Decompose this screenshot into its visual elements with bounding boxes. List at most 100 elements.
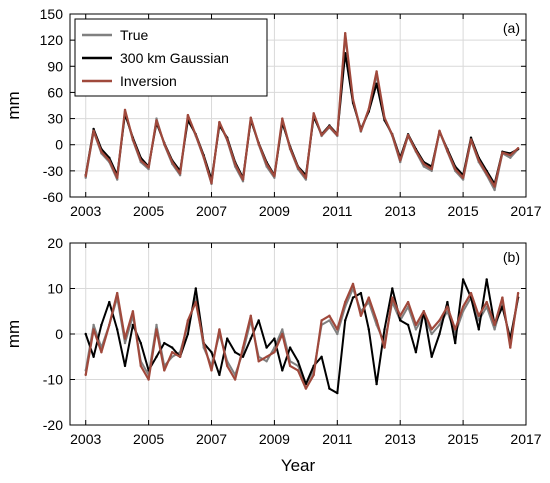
panel-a-data-point-inversion: [320, 133, 323, 137]
panel-a-x-tick-label: 2009: [259, 203, 290, 219]
panel-b-data-point-gaussian: [375, 382, 378, 386]
panel-a-x-tick-label: 2007: [196, 203, 227, 219]
panel-b-data-point-gaussian: [328, 387, 331, 390]
panel-a-data-point-inversion: [288, 147, 292, 150]
panel-b-data-point-gaussian: [485, 278, 488, 281]
panel-a-data-point-inversion: [186, 113, 190, 117]
panel-b-data-point-inversion: [375, 319, 378, 322]
panel-a-data-point-inversion: [233, 162, 237, 166]
panel-b-data-point-true: [414, 328, 418, 331]
legend-entry-true: True: [82, 27, 148, 43]
panel-b-data-point-gaussian: [399, 319, 402, 322]
panel-b-data-point-gaussian: [163, 341, 166, 345]
panel-b-data-point-inversion: [328, 314, 331, 317]
panel-a-data-point-gaussian: [469, 136, 473, 139]
panel-a-y-axis-label: mm: [4, 91, 23, 119]
panel-a-data-point-inversion: [516, 147, 520, 150]
panel-a-data-point-inversion: [414, 149, 418, 152]
panel-a-data-point-inversion: [108, 159, 111, 162]
panel-a-data-point-inversion: [116, 176, 119, 179]
panel-b-data-point-inversion: [446, 305, 449, 308]
panel-b-series-line-inversion: [84, 282, 520, 390]
panel-b-data-point-inversion: [186, 319, 190, 322]
panel-b-data-point-inversion: [155, 328, 158, 331]
panel-a-label: (a): [503, 20, 520, 36]
panel-a-data-point-true: [84, 176, 87, 179]
panel-b-data-point-inversion: [281, 332, 284, 336]
panel-b-data-point-inversion: [344, 300, 347, 304]
panel-b-data-point-gaussian: [391, 287, 394, 290]
panel-a-data-point-true: [178, 174, 182, 177]
panel-b-data-point-inversion: [210, 369, 213, 372]
panel-b-x-tick-label: 2011: [322, 431, 352, 447]
panel-a-data-point-inversion: [210, 181, 213, 185]
panel-a-x-tick-label: 2011: [322, 203, 352, 219]
panel-a-y-tick-label: 0: [55, 137, 63, 153]
panel-a-data-point-inversion: [92, 129, 95, 132]
panel-b-data-point-gaussian: [296, 360, 300, 363]
panel-b-data-point-gaussian: [265, 346, 268, 349]
panel-b-x-tick-label: 2005: [133, 431, 164, 447]
panel-a-data-point-inversion: [406, 133, 410, 137]
panel-a: 2003 2005 2007 2009 2011 2013 2015 2017 -60 -30 0 3…: [4, 6, 542, 219]
panel-a-data-point-inversion: [139, 159, 142, 162]
panel-b-data-point-inversion: [233, 378, 237, 381]
panel-b-data-point-gaussian: [186, 332, 190, 336]
panel-b-data-point-inversion: [461, 305, 465, 308]
panel-a-data-point-inversion: [257, 142, 260, 145]
panel-b-data-point-gaussian: [194, 287, 197, 290]
panel-b-data-point-inversion: [516, 291, 520, 295]
panel-b-data-point-gaussian: [171, 346, 174, 349]
panel-b-data-point-inversion: [422, 310, 425, 313]
panel-a-data-point-inversion: [100, 150, 103, 153]
panel-a-data-point-inversion: [273, 174, 276, 178]
panel-b-x-tick-label: 2017: [510, 431, 541, 447]
panel-b-data-point-gaussian: [344, 319, 347, 322]
panel-a-y-tick-label: -30: [43, 163, 63, 179]
panel-b-data-point-inversion: [406, 300, 410, 304]
panel-b-data-point-gaussian: [257, 319, 260, 322]
panel-b-data-point-inversion: [304, 387, 308, 390]
panel-b-data-point-gaussian: [281, 369, 284, 372]
panel-b-y-tick-label: -20: [43, 417, 63, 433]
panel-a-data-point-inversion: [493, 185, 496, 188]
panel-b-data-point-inversion: [100, 351, 103, 354]
panel-b-data-point-inversion: [194, 300, 197, 304]
panel-b-data-point-inversion: [131, 310, 135, 313]
legend: True 300 km Gaussian Inversion: [74, 18, 268, 97]
panel-a-data-point-gaussian: [375, 82, 378, 85]
panel-b-data-point-true: [265, 360, 268, 363]
panel-b-data-point-gaussian: [226, 337, 229, 340]
panel-b-data-point-inversion: [273, 351, 276, 354]
panel-b-x-tick-label: 2007: [196, 431, 227, 447]
panel-a-data-point-true: [147, 167, 150, 171]
legend-label-true: True: [120, 27, 148, 43]
panel-a-data-point-inversion: [178, 172, 182, 175]
panel-b-data-point-gaussian: [84, 332, 87, 336]
panel-b-data-point-gaussian: [446, 300, 449, 304]
panel-b-series: [84, 278, 520, 395]
panel-a-data-point-inversion: [485, 172, 488, 175]
panel-b-data-point-inversion: [218, 328, 221, 331]
panel-a-data-point-true: [422, 165, 425, 168]
panel-b-data-point-inversion: [296, 369, 300, 372]
panel-b-data-point-true: [155, 323, 158, 327]
panel-a-data-point-inversion: [202, 155, 205, 159]
panel-b-data-point-inversion: [163, 369, 166, 372]
panel-b-x-tick-label: 2013: [385, 431, 416, 447]
panel-b-data-point-gaussian: [139, 341, 142, 345]
panel-a-data-point-inversion: [336, 133, 339, 137]
panel-a-data-point-inversion: [509, 154, 512, 157]
panel-b-data-point-inversion: [257, 360, 260, 363]
panel-a-data-point-inversion: [131, 138, 135, 141]
panel-a-y-tick-label: -60: [43, 189, 63, 205]
panel-b: 2003 2005 2007 2009 2011 2013 2015 2017 -20 -10 0 1…: [4, 235, 542, 475]
panel-b-x-axis-label: Year: [281, 456, 316, 475]
panel-b-y-tick-label: 0: [55, 326, 63, 342]
panel-a-data-point-true: [399, 160, 402, 164]
panel-b-data-point-gaussian: [241, 355, 245, 358]
panel-a-data-point-inversion: [328, 125, 331, 128]
panel-a-data-point-inversion: [367, 107, 370, 111]
panel-a-data-point-inversion: [469, 138, 473, 141]
